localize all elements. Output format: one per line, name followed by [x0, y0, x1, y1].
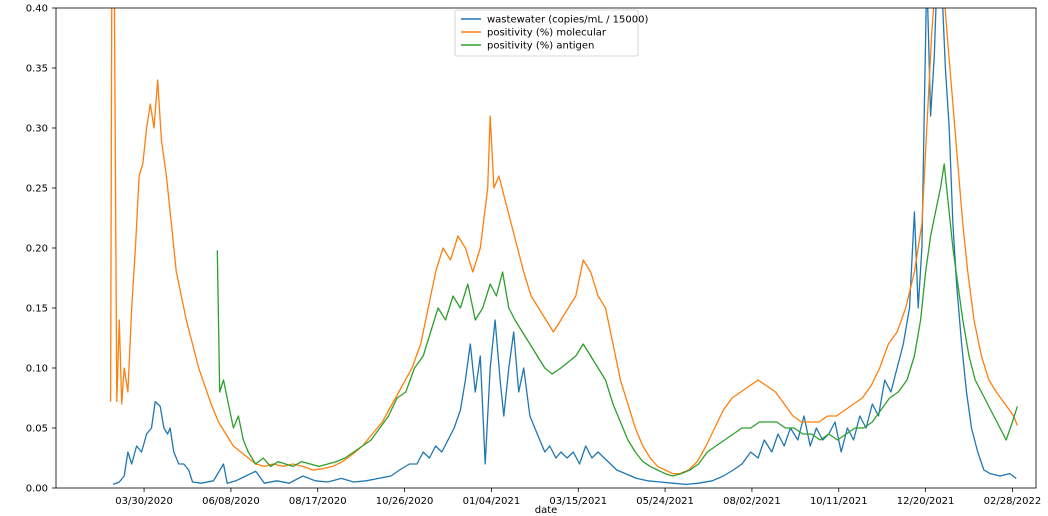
y-tick-label: 0.25: [26, 184, 48, 195]
legend-label: wastewater (copies/mL / 15000): [487, 15, 648, 26]
y-tick-label: 0.10: [26, 364, 48, 375]
x-tick-label: 08/02/2021: [723, 496, 781, 507]
legend: wastewater (copies/mL / 15000) positivity…: [454, 9, 648, 57]
x-tick-label: 08/17/2020: [289, 496, 347, 507]
x-tick-label: 03/30/2020: [115, 496, 173, 507]
x-axis-label: date: [535, 505, 558, 516]
series-line-3: [216, 163, 1019, 477]
x-tick-label: 05/24/2021: [636, 496, 694, 507]
x-tick-label: 10/11/2021: [810, 496, 868, 507]
legend-label: positivity (%) antigen: [487, 41, 594, 52]
y-axis: 0.00 0.05 0.10 0.15 0.20 0.25 0.30 0.35 0.40: [26, 4, 56, 495]
x-tick-label: 03/15/2021: [549, 496, 607, 507]
series-line-2: [109, 8, 1019, 475]
y-tick-label: 0.30: [26, 124, 48, 135]
legend-box: [454, 9, 639, 57]
y-tick-label: 0.05: [26, 424, 48, 435]
y-tick-label: 0.35: [26, 64, 48, 75]
y-tick-label: 0.15: [26, 304, 48, 315]
y-tick-label: 0.40: [26, 4, 48, 15]
x-tick-label: 01/04/2021: [463, 496, 521, 507]
x-tick-label: 12/20/2021: [897, 496, 955, 507]
y-tick-label: 0.20: [26, 244, 48, 255]
x-tick-label: 02/28/2022: [984, 496, 1042, 507]
x-axis: 03/30/2020 06/08/2020 08/17/2020 10/26/2020…: [115, 488, 1041, 507]
series-layer: [109, 8, 1019, 486]
series-line-1: [112, 8, 1017, 486]
x-tick-label: 06/08/2020: [202, 496, 260, 507]
x-tick-label: 10/26/2020: [376, 496, 434, 507]
plot-background: [56, 8, 1036, 488]
legend-label: positivity (%) molecular: [487, 28, 607, 39]
y-tick-label: 0.00: [26, 484, 48, 495]
